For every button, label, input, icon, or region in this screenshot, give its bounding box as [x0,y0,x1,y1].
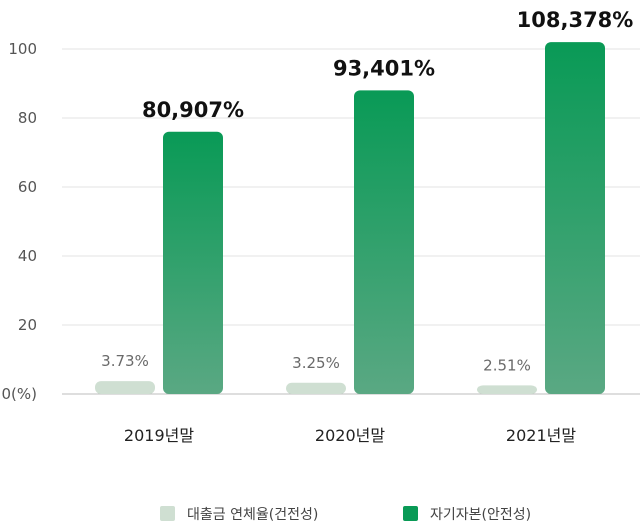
equity-bar [354,90,414,395]
y-tick-label: 20 [18,316,37,334]
equity-bar [163,131,223,395]
x-category-label: 2019년말 [124,426,194,445]
x-category-label: 2021년말 [506,426,576,445]
legend-label: 자기자본(안전성) [430,507,531,523]
delinquency-data-label: 3.25% [292,354,340,372]
legend-label: 대출금 연체율(건전성) [187,507,318,523]
legend-swatch [403,506,418,521]
gridlines [62,48,640,395]
x-axis: 2019년말 2020년말 2021년말 [124,426,576,445]
x-category-label: 2020년말 [315,426,385,445]
delinquency-bar [477,385,537,394]
equity-data-label: 93,401% [333,56,435,80]
y-tick-label: 60 [18,178,37,196]
y-tick-label: 80 [18,109,37,127]
legend: 대출금 연체율(건전성) 자기자본(안전성) [160,506,531,523]
legend-swatch [160,506,175,521]
y-tick-label: 0(%) [1,385,37,403]
bars: 3.73% 3.25% 2.51% 80,907% 93,401% 108,378% [95,8,634,395]
equity-data-label: 108,378% [517,8,634,32]
delinquency-bar [95,381,155,394]
y-axis: 0(%) 20 40 60 80 100 [1,40,37,403]
delinquency-data-label: 2.51% [483,356,531,374]
equity-bar [545,42,605,394]
equity-data-label: 80,907% [142,98,244,122]
delinquency-bar [286,382,346,394]
y-tick-label: 100 [8,40,37,58]
y-tick-label: 40 [18,247,37,265]
delinquency-data-label: 3.73% [101,352,149,370]
